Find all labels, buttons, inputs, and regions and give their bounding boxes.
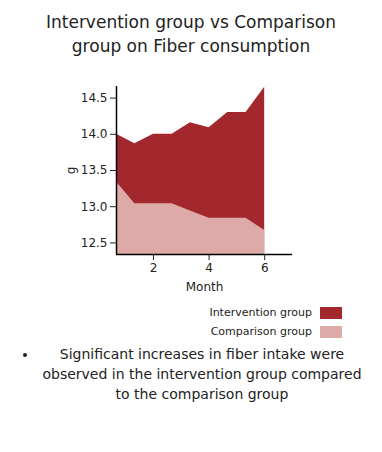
svg-text:13.0: 13.0 bbox=[81, 200, 108, 214]
svg-text:g: g bbox=[64, 167, 78, 175]
html-text:Significant increases in fiber: Significant increases in fiber intake we… bbox=[42, 346, 362, 402]
svg-text:4: 4 bbox=[205, 261, 213, 275]
html-text:Intervention group vs Comparis: Intervention group vs Comparison group o… bbox=[46, 12, 336, 56]
svg-text:2: 2 bbox=[150, 261, 158, 275]
svg-text:14.5: 14.5 bbox=[81, 91, 108, 105]
svg-text:Month: Month bbox=[186, 280, 224, 294]
svg-text:12.5: 12.5 bbox=[81, 236, 108, 250]
svg-text:6: 6 bbox=[261, 261, 269, 275]
svg-text:14.0: 14.0 bbox=[81, 127, 108, 141]
html-text:Intervention group: Intervention group bbox=[209, 306, 312, 319]
html-text:Comparison group: Comparison group bbox=[210, 325, 312, 338]
svg-text:13.5: 13.5 bbox=[81, 163, 108, 177]
